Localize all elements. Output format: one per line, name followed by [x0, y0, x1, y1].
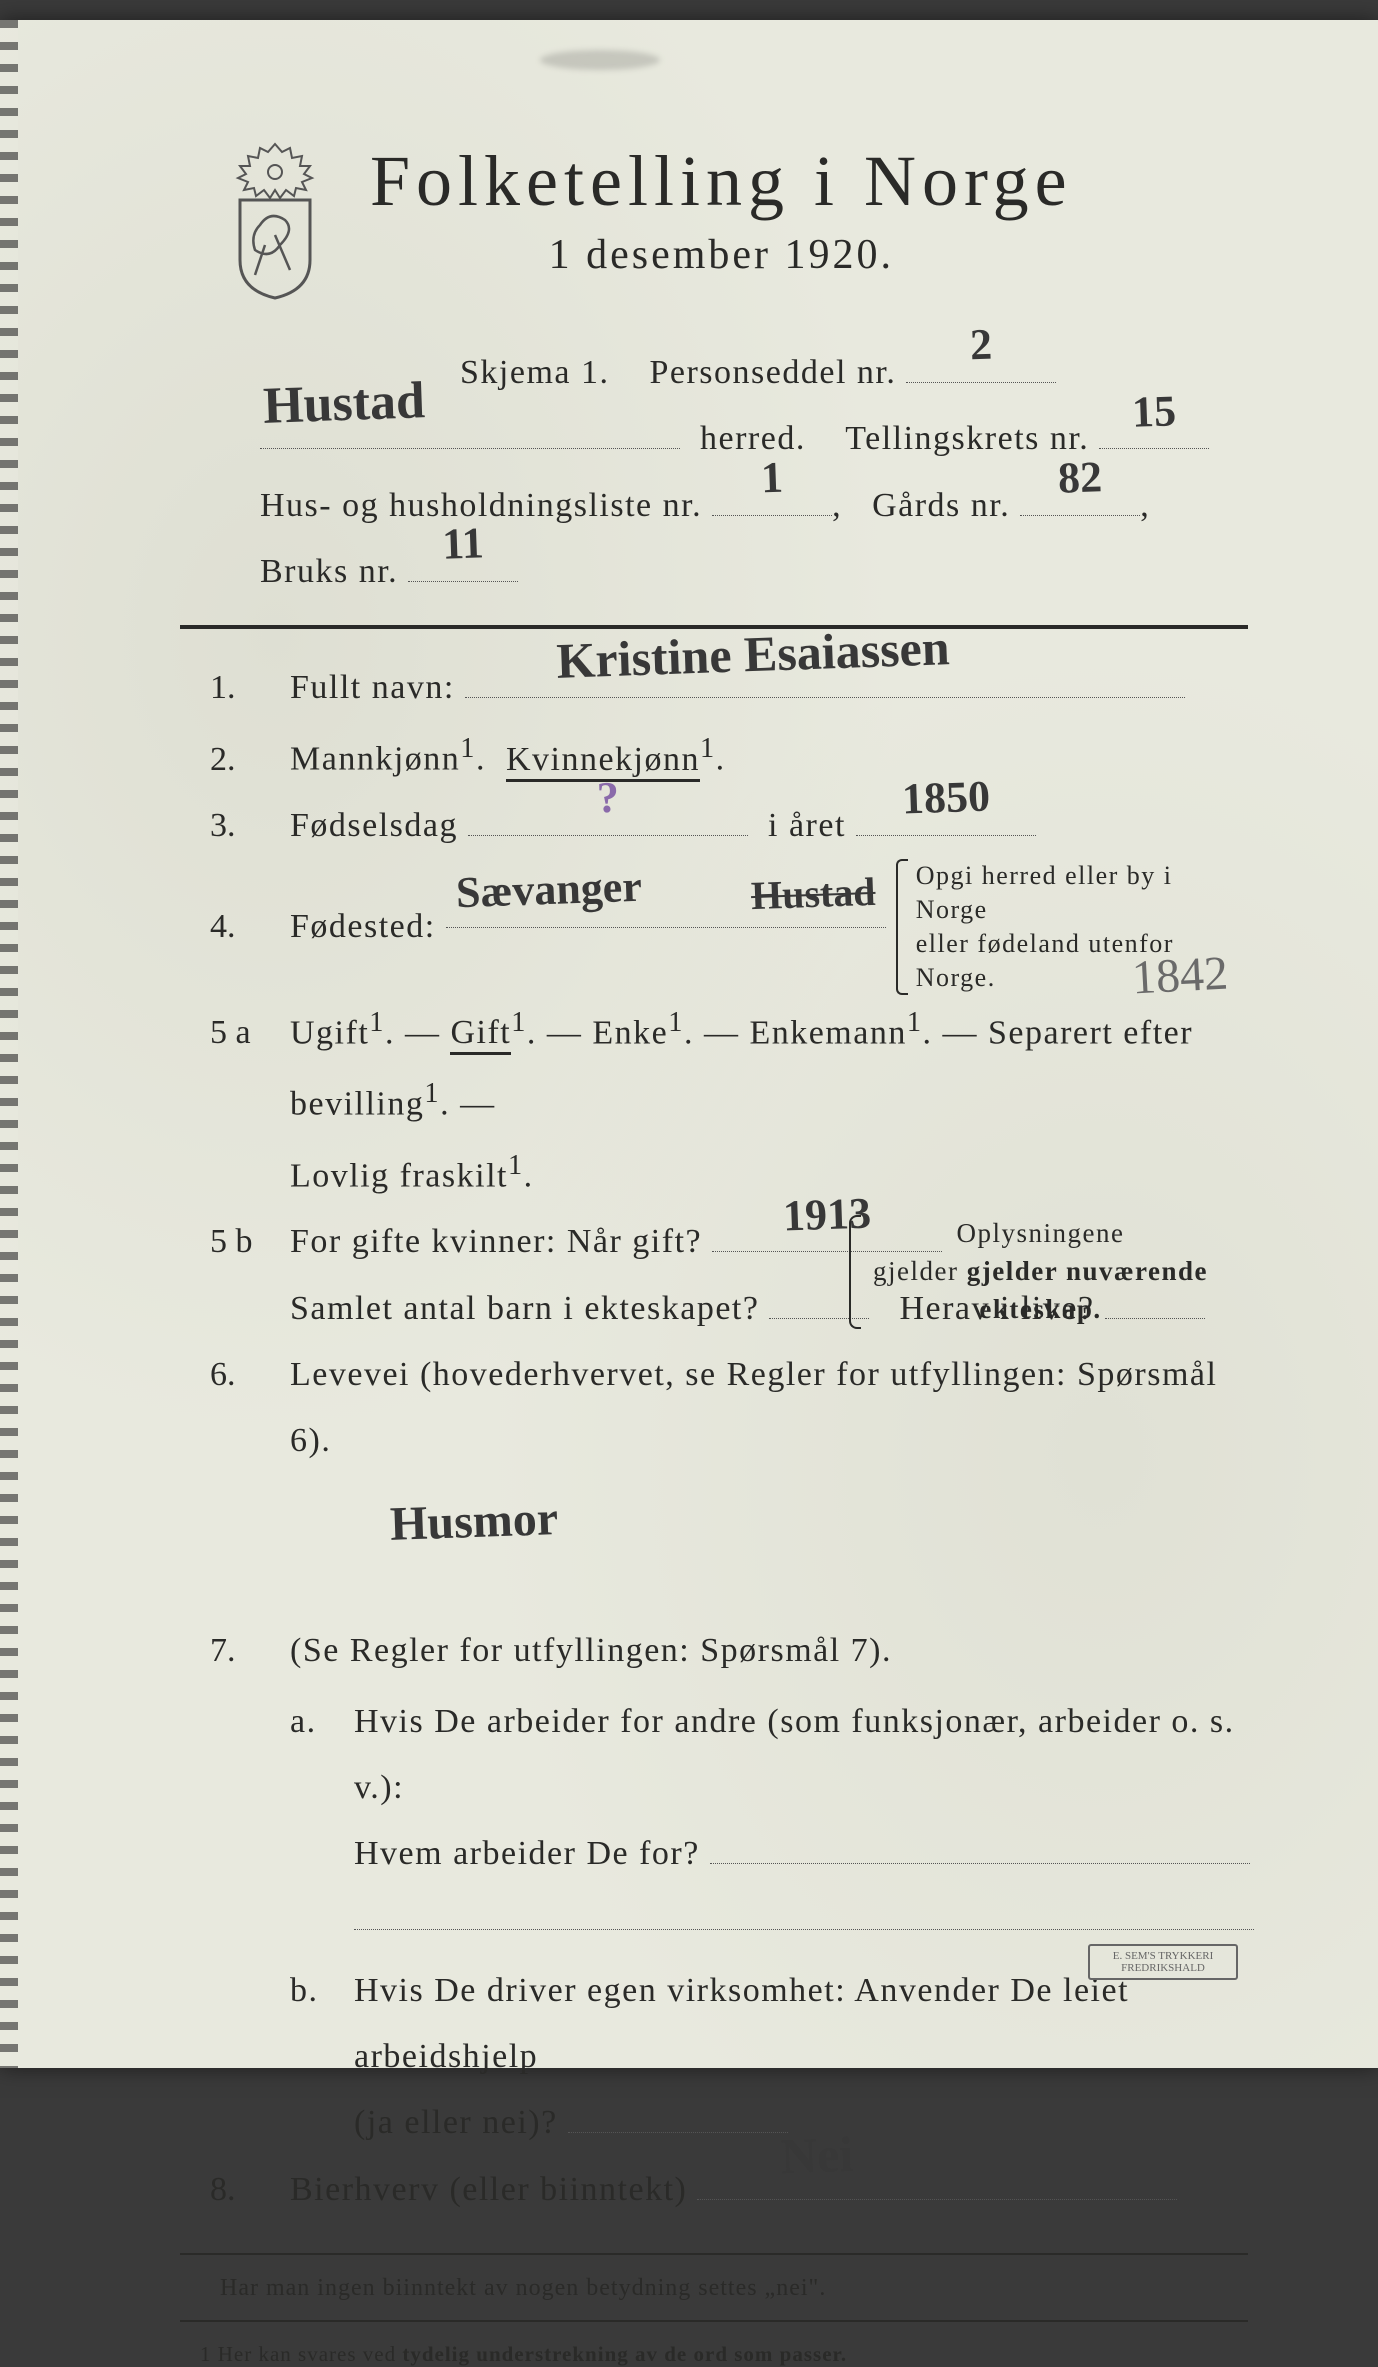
bruks-nr: 11	[441, 500, 486, 587]
q5b-l1a: For gifte kvinner: Når gift?	[290, 1223, 702, 1260]
q5a-enkemann: Enkemann	[749, 1014, 906, 1051]
herred-label: herred.	[700, 420, 806, 457]
title-block: Folketelling i Norge 1 desember 1920.	[370, 130, 1073, 279]
q6-row: 6. Levevei (hovederhvervet, se Regler fo…	[210, 1342, 1248, 1568]
personseddel-nr: 2	[969, 302, 994, 389]
husliste-nr: 1	[760, 434, 785, 521]
sup: 1	[700, 733, 716, 764]
q2-num: 2.	[210, 741, 270, 779]
census-form-page: Folketelling i Norge 1 desember 1920. Sk…	[0, 20, 1378, 2068]
sup: 1	[460, 733, 476, 764]
q3-label: Fødselsdag	[290, 807, 458, 844]
tellingskrets-nr: 15	[1131, 368, 1178, 455]
q7-label: (Se Regler for utfyllingen: Spørsmål 7).	[290, 1632, 892, 1669]
divider-thin-1	[180, 2253, 1248, 2255]
q7b-2: (ja eller nei)?	[354, 2104, 558, 2141]
q5a-row: 5 a Ugift1. — Gift1. — Enke1. — Enkemann…	[210, 995, 1248, 1210]
q4-struck: Hustad	[750, 852, 877, 934]
q2-mann: Mannkjønn	[290, 741, 460, 778]
q4-note-a: Opgi herred eller by i Norge	[916, 861, 1173, 924]
perforation-edge	[0, 20, 18, 2068]
q5a-gift: Gift	[450, 1014, 511, 1055]
q5b-sidenote: Oplysningene gjelder gjelder nuværende e…	[873, 1215, 1208, 1328]
q5b-num: 5 b	[210, 1223, 270, 1261]
herred-name: Hustad	[261, 350, 426, 457]
printer-stamp: E. SEM'S TRYKKERI FREDRIKSHALD	[1088, 1944, 1238, 1980]
divider-thin-2	[180, 2320, 1248, 2322]
tellingskrets-label: Tellingskrets nr.	[845, 420, 1089, 457]
skjema-label: Skjema 1.	[460, 354, 609, 391]
gards-label: Gårds nr.	[872, 487, 1010, 524]
q7a-num: a.	[290, 1689, 334, 1755]
q3-mark: ?	[596, 755, 621, 842]
q1-num: 1.	[210, 669, 270, 707]
q7b-num: b.	[290, 1958, 334, 2024]
header: Folketelling i Norge 1 desember 1920.	[180, 130, 1248, 300]
q1-label: Fullt navn:	[290, 669, 455, 706]
q1-value: Kristine Esaiassen	[555, 599, 951, 710]
q7-row: 7. (Se Regler for utfyllingen: Spørsmål …	[210, 1618, 1248, 2156]
q5b-side3: ekteskap.	[979, 1294, 1101, 1324]
q4-num: 4.	[210, 908, 270, 946]
q4-label: Fødested:	[290, 894, 436, 960]
q5a-fraskilt: Lovlig fraskilt	[290, 1157, 508, 1194]
q5b-l2a: Samlet antal barn i ekteskapet?	[290, 1290, 759, 1327]
q6-value: Husmor	[388, 1472, 559, 1571]
footnote-2: 1 Her kan svares ved tydelig understrekn…	[180, 2342, 1248, 2367]
q4-row: 4. Fødested: Sævanger Hustad Opgi herred…	[210, 859, 1248, 994]
q8-num: 8.	[210, 2171, 270, 2209]
q5a-ugift: Ugift	[290, 1014, 369, 1051]
q7a-1: Hvis De arbeider for andre (som funksjon…	[354, 1703, 1235, 1806]
coat-of-arms-icon	[220, 140, 330, 300]
q6-num: 6.	[210, 1356, 270, 1394]
q5a-enke: Enke	[592, 1014, 668, 1051]
q6-label: Levevei (hovederhvervet, se Regler for u…	[290, 1356, 1217, 1459]
q8-label: Bierhverv (eller biinntekt)	[290, 2171, 687, 2208]
q4-value: Sævanger	[454, 843, 643, 935]
q7a-2: Hvem arbeider De for?	[354, 1835, 700, 1872]
q2-row: 2. Mannkjønn1. Kvinnekjønn1.	[210, 721, 1248, 793]
personseddel-label: Personseddel nr.	[649, 354, 896, 391]
q8-row: 8. Bierhverv (eller biinntekt) Nei	[210, 2157, 1248, 2223]
q5a-num: 5 a	[210, 1014, 270, 1052]
margin-year: 1842	[1131, 946, 1230, 1006]
q5b-side2: gjelder gjelder nuværende	[873, 1256, 1208, 1286]
q8-value: Nei	[780, 2106, 856, 2206]
q3-year: 1850	[900, 754, 991, 843]
q7-num: 7.	[210, 1632, 270, 1670]
q7b-1: Hvis De driver egen virksomhet: Anvender…	[354, 1972, 1129, 2075]
page-subtitle: 1 desember 1920.	[370, 231, 1073, 279]
footnote-1: Har man ingen biinntekt av nogen betydni…	[180, 2275, 1248, 2302]
smudge	[540, 50, 660, 70]
q3-mid: i året	[768, 807, 846, 844]
questions: 1. Fullt navn: Kristine Esaiassen 2. Man…	[180, 655, 1248, 2223]
form-identifiers: Skjema 1. Personseddel nr. 2 Hustad herr…	[180, 340, 1248, 605]
bruks-label: Bruks nr.	[260, 553, 398, 590]
page-title: Folketelling i Norge	[370, 140, 1073, 223]
q1-row: 1. Fullt navn: Kristine Esaiassen	[210, 655, 1248, 721]
q3-num: 3.	[210, 807, 270, 845]
gards-nr: 82	[1057, 434, 1104, 521]
q5b-row: 5 b For gifte kvinner: Når gift? 1913 Sa…	[210, 1209, 1248, 1342]
q5b-side1: Oplysningene	[957, 1218, 1125, 1248]
q3-row: 3. Fødselsdag ? i året 1850	[210, 793, 1248, 859]
